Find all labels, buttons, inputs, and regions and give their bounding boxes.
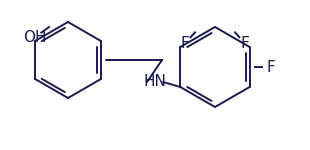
Text: F: F [241, 36, 249, 51]
Text: OH: OH [23, 30, 47, 45]
Text: F: F [267, 60, 275, 75]
Text: F: F [181, 36, 189, 51]
Text: HN: HN [144, 75, 166, 90]
